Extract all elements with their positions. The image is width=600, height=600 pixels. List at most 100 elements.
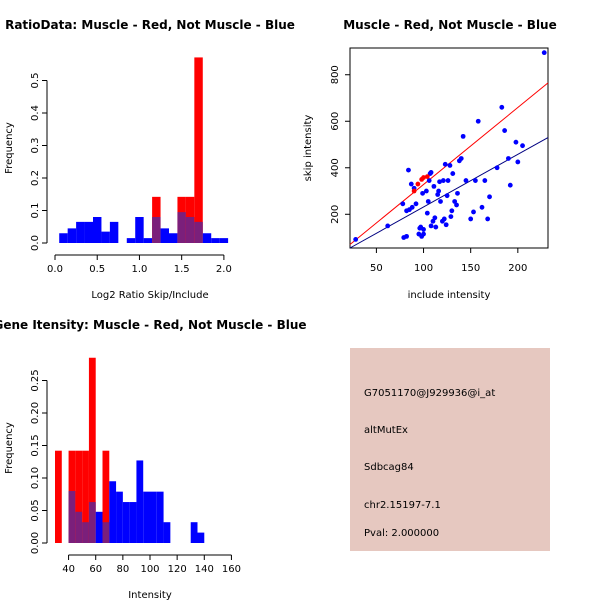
- bar-muscle: [194, 57, 203, 243]
- x-tick-label: 200: [508, 263, 527, 274]
- bar-not-muscle: [136, 460, 144, 543]
- bar-not-muscle: [135, 217, 144, 243]
- gene-name: Sdbcag84: [364, 462, 414, 473]
- x-tick-label: 160: [222, 564, 241, 575]
- y-tick-label: 0.0: [30, 235, 41, 251]
- y-tick-label: 0.4: [30, 105, 41, 121]
- point-not-muscle: [425, 199, 431, 204]
- point-not-muscle: [413, 201, 419, 207]
- x-tick-label: 140: [195, 564, 214, 575]
- point-not-muscle: [426, 178, 432, 183]
- bar-not-muscle: [197, 532, 205, 543]
- y-tick-label: 0.20: [30, 402, 41, 424]
- x-tick-label: 120: [168, 564, 187, 575]
- x-tick-label: 0.0: [47, 264, 63, 275]
- point-not-muscle: [448, 214, 454, 220]
- point-not-muscle: [428, 223, 434, 229]
- point-not-muscle: [436, 188, 442, 194]
- bar-not-muscle: [109, 221, 119, 243]
- bar-overlap: [194, 221, 203, 243]
- x-tick-label: 1.5: [174, 264, 190, 275]
- y-tick-label: 0.05: [30, 499, 41, 521]
- bar-overlap: [88, 502, 96, 543]
- y-tick-label: 0.00: [30, 532, 41, 554]
- bar-overlap: [75, 511, 83, 543]
- point-not-muscle: [450, 171, 456, 176]
- x-tick-label: 150: [461, 263, 480, 274]
- x-tick-label: 100: [414, 263, 433, 274]
- point-not-muscle: [485, 216, 491, 222]
- bar-not-muscle: [116, 491, 123, 543]
- point-not-muscle: [487, 194, 492, 200]
- point-not-muscle: [423, 188, 429, 194]
- y-tick-label: 200: [330, 205, 341, 224]
- probe-id: G7051170@J929936@i_at: [364, 388, 495, 399]
- point-not-muscle: [438, 199, 443, 204]
- point-not-muscle: [409, 204, 415, 210]
- x-tick-label: 0.5: [89, 264, 105, 275]
- scatter-points: [353, 50, 547, 242]
- y-tick-label: 0.2: [30, 170, 41, 186]
- intensity-histogram-ylabel: Frequency: [4, 422, 15, 474]
- scatter-title: Muscle - Red, Not Muscle - Blue: [343, 18, 557, 32]
- point-not-muscle: [499, 104, 505, 110]
- intensity-histogram: Gene Itensity: Muscle - Red, Not Muscle …: [0, 318, 307, 600]
- intensity-histogram-axes: 40 60 80 100 120 140 160 0.00 0.05 0.10 0.15 0.20 0.…: [30, 369, 241, 575]
- point-not-muscle: [513, 139, 519, 145]
- point-not-muscle: [406, 167, 411, 173]
- ratio-histogram-title: RatioData: Muscle - Red, Not Muscle - Bl…: [5, 18, 295, 32]
- y-tick-label: 0.5: [30, 73, 41, 89]
- point-not-muscle: [424, 210, 430, 216]
- y-tick-label: 0.15: [30, 434, 41, 456]
- point-not-muscle: [443, 222, 449, 228]
- x-tick-label: 80: [116, 564, 129, 575]
- bar-not-muscle: [109, 481, 117, 543]
- x-tick-label: 40: [62, 564, 75, 575]
- bar-muscle: [75, 450, 83, 543]
- point-not-muscle: [428, 170, 434, 175]
- x-tick-label: 60: [89, 564, 102, 575]
- bar-muscle: [88, 357, 96, 543]
- bar-muscle: [102, 450, 110, 543]
- bar-not-muscle: [95, 511, 103, 543]
- bar-not-muscle: [190, 522, 198, 543]
- bar-muscle: [82, 450, 89, 543]
- point-not-muscle: [454, 202, 459, 208]
- intensity-scatter: Muscle - Red, Not Muscle - Blue 50 100 150…: [303, 18, 557, 301]
- bar-overlap: [185, 217, 195, 243]
- bar-not-muscle: [202, 233, 212, 243]
- bar-overlap: [177, 212, 186, 243]
- point-not-muscle: [437, 179, 442, 185]
- bar-not-muscle: [59, 233, 68, 243]
- info-panel: G7051170@J929936@i_at altMutEx Sdbcag84 …: [350, 348, 550, 551]
- point-not-muscle: [440, 178, 446, 183]
- x-tick-label: 50: [370, 263, 383, 274]
- point-not-muscle: [507, 182, 513, 188]
- ratio-histogram-xlabel: Log2 Ratio Skip/Include: [91, 290, 208, 301]
- bar-overlap: [102, 522, 110, 543]
- y-tick-label: 0.1: [30, 203, 41, 219]
- scatter-xlabel: include intensity: [408, 290, 491, 301]
- bar-not-muscle: [219, 238, 229, 243]
- point-not-muscle: [353, 236, 359, 242]
- bar-overlap: [152, 217, 161, 243]
- y-tick-label: 0.3: [30, 138, 41, 154]
- bar-overlap: [82, 522, 89, 543]
- point-not-muscle: [482, 178, 488, 183]
- point-not-muscle: [432, 215, 438, 221]
- point-not-muscle: [468, 216, 474, 222]
- point-not-muscle: [441, 216, 447, 222]
- bar-not-muscle: [163, 522, 171, 543]
- ratio-histogram: RatioData: Muscle - Red, Not Muscle - Bl…: [4, 18, 295, 301]
- x-tick-label: 2.0: [216, 264, 232, 275]
- point-not-muscle: [385, 223, 391, 229]
- point-not-muscle: [494, 165, 500, 171]
- point-not-muscle: [471, 209, 476, 215]
- bar-not-muscle: [150, 491, 157, 543]
- point-muscle: [415, 181, 421, 187]
- y-tick-label: 400: [330, 158, 341, 177]
- point-not-muscle: [408, 181, 414, 187]
- event-type: altMutEx: [364, 425, 408, 436]
- point-not-muscle: [447, 163, 453, 168]
